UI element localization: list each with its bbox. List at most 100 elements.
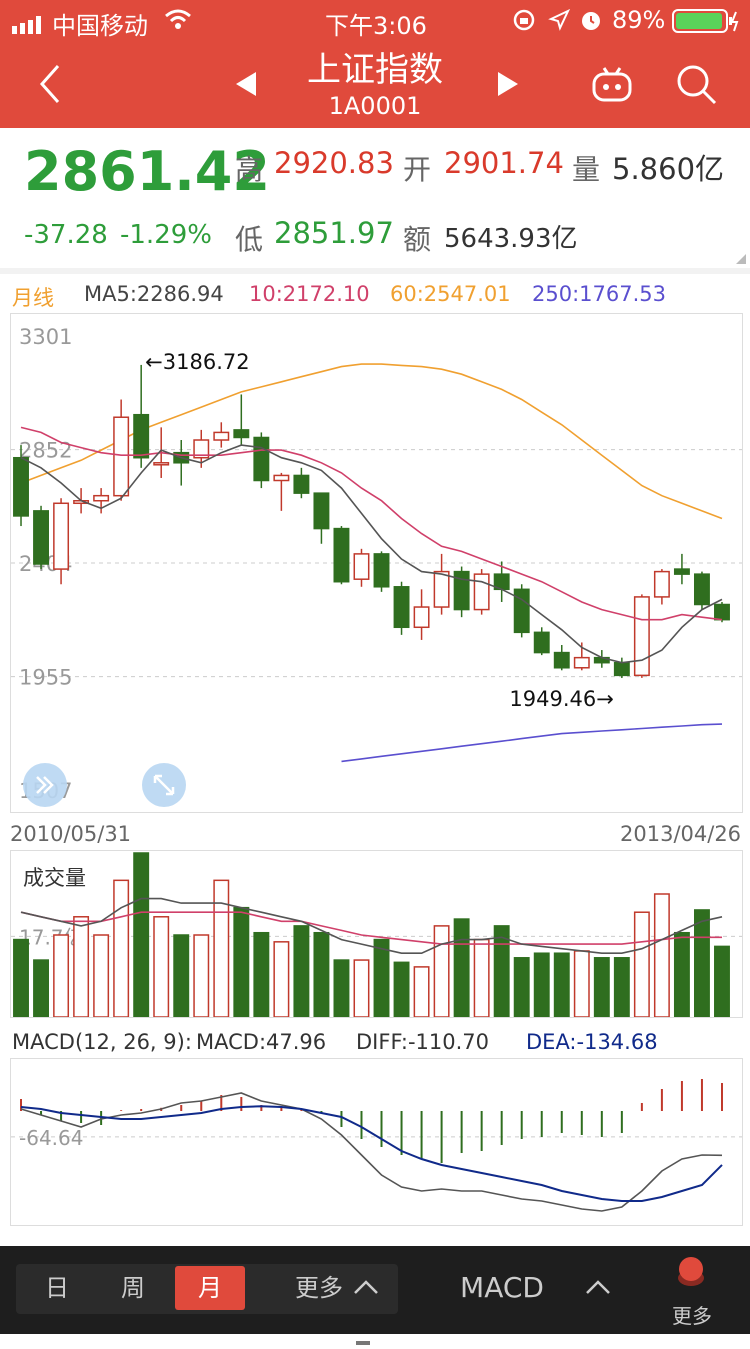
min-price-label: 1949.46→ xyxy=(509,687,613,711)
y-tick-label: 1955 xyxy=(19,666,72,690)
volume-bar xyxy=(233,906,250,1017)
candle-body xyxy=(133,413,150,459)
volume-bar xyxy=(393,961,410,1017)
chevron-up-icon[interactable] xyxy=(584,1278,612,1300)
volume-bar xyxy=(714,945,730,1017)
page-indicator xyxy=(356,1330,392,1345)
candle-body xyxy=(33,510,50,565)
volume-bar xyxy=(313,931,330,1017)
candle-body xyxy=(313,492,330,530)
volume-bar xyxy=(73,916,90,1017)
volume-bar xyxy=(293,925,310,1017)
divider xyxy=(0,268,750,274)
volume-bar xyxy=(213,879,230,1017)
candle-body xyxy=(613,661,630,677)
ma10-line xyxy=(20,426,723,621)
ma5-line xyxy=(20,444,723,664)
tab-month[interactable]: 月 xyxy=(175,1266,245,1310)
nav-bar: 上证指数 1A0001 xyxy=(0,40,750,128)
volume-tick-label: 17.7亿 xyxy=(19,925,84,949)
chevron-up-icon[interactable] xyxy=(352,1278,380,1300)
candle-body xyxy=(13,456,29,517)
candle-body xyxy=(653,570,670,598)
robot-icon[interactable] xyxy=(588,62,636,110)
price-change-pct: -1.29% xyxy=(120,220,212,250)
volume-bar xyxy=(473,938,490,1017)
date-start: 2010/05/31 xyxy=(10,822,132,846)
battery-percent: 89% xyxy=(612,6,666,34)
low-value: 2851.97 xyxy=(274,216,394,250)
volume-title: 成交量 xyxy=(23,866,86,890)
low-label: 低 xyxy=(235,223,264,256)
bottom-toolbar: 日 周 月 更多 MACD 更多 xyxy=(0,1246,750,1345)
corner-mark xyxy=(736,254,746,264)
candle-body xyxy=(413,606,430,629)
signal-icon xyxy=(12,12,48,34)
stock-code: 1A0001 xyxy=(328,92,422,120)
volume-bar xyxy=(273,941,290,1017)
y-tick-label: 3301 xyxy=(19,325,72,349)
volume-bar xyxy=(333,959,350,1017)
candle-body xyxy=(553,651,570,669)
volume-label: 量 xyxy=(572,153,601,186)
candle-body xyxy=(373,553,390,588)
candle-body xyxy=(333,527,350,583)
indicator-selector[interactable]: MACD xyxy=(460,1271,544,1304)
volume-bar xyxy=(573,950,590,1017)
dea-line xyxy=(20,1105,723,1202)
open-label: 开 xyxy=(403,153,432,186)
candle-body xyxy=(453,570,470,611)
volume-bar xyxy=(353,959,370,1017)
volume-bar xyxy=(673,931,690,1017)
volume-ma5-line xyxy=(20,897,723,954)
volume-bar xyxy=(153,916,170,1017)
tab-day[interactable]: 日 xyxy=(45,1274,69,1302)
volume-bar xyxy=(113,879,130,1017)
candle-body xyxy=(473,573,490,611)
volume-bar xyxy=(193,934,210,1017)
macd-chart[interactable]: -64.64 xyxy=(10,1058,743,1226)
more-periods-button[interactable]: 更多 xyxy=(295,1274,343,1302)
candle-body xyxy=(633,596,650,677)
macd-legend: MACD(12, 26, 9): MACD:47.96 DIFF:-110.70… xyxy=(0,1030,750,1058)
tab-week[interactable]: 周 xyxy=(121,1274,145,1302)
carrier-label: 中国移动 xyxy=(52,12,148,40)
volume-bar xyxy=(653,893,670,1017)
status-bar: 中国移动 下午3:06 89% xyxy=(0,0,750,40)
ma-legend: 月线 MA5:2286.94 10:2172.10 60:2547.01 250… xyxy=(0,282,750,310)
candle-body xyxy=(233,429,250,439)
more-label[interactable]: 更多 xyxy=(672,1304,712,1328)
next-arrow-icon[interactable] xyxy=(494,70,522,102)
ma60-legend: 60:2547.01 xyxy=(390,282,511,306)
high-value: 2920.83 xyxy=(274,146,394,180)
volume-bar xyxy=(133,852,150,1017)
collapse-icon[interactable] xyxy=(22,762,68,812)
volume-chart[interactable]: 成交量 17.7亿 xyxy=(10,850,743,1018)
prev-arrow-icon[interactable] xyxy=(232,70,260,102)
expand-icon[interactable] xyxy=(141,762,187,812)
volume-bar xyxy=(453,918,470,1017)
back-icon[interactable] xyxy=(30,60,70,108)
candle-body xyxy=(193,439,210,459)
more-icon[interactable] xyxy=(676,1254,706,1292)
volume-bar xyxy=(633,911,650,1017)
amount-label: 额 xyxy=(403,223,432,256)
candle-body xyxy=(353,553,370,580)
candle-body xyxy=(93,494,110,502)
volume-bar xyxy=(173,934,190,1017)
candle-body xyxy=(113,416,130,497)
volume-chart-svg: 成交量 17.7亿 xyxy=(11,852,742,1017)
max-price-label: ←3186.72 xyxy=(145,350,249,374)
volume-bar xyxy=(513,957,530,1017)
volume-bar xyxy=(613,957,630,1017)
ma250-legend: 250:1767.53 xyxy=(532,282,666,306)
volume-bar xyxy=(593,957,610,1017)
candle-body xyxy=(714,603,730,621)
amount-value: 5643.93亿 xyxy=(444,224,578,254)
candle-body xyxy=(253,436,270,482)
volume-bar xyxy=(693,909,710,1017)
candle-body xyxy=(273,474,290,482)
ma5-legend: MA5:2286.94 xyxy=(84,282,224,306)
search-icon[interactable] xyxy=(674,62,718,110)
